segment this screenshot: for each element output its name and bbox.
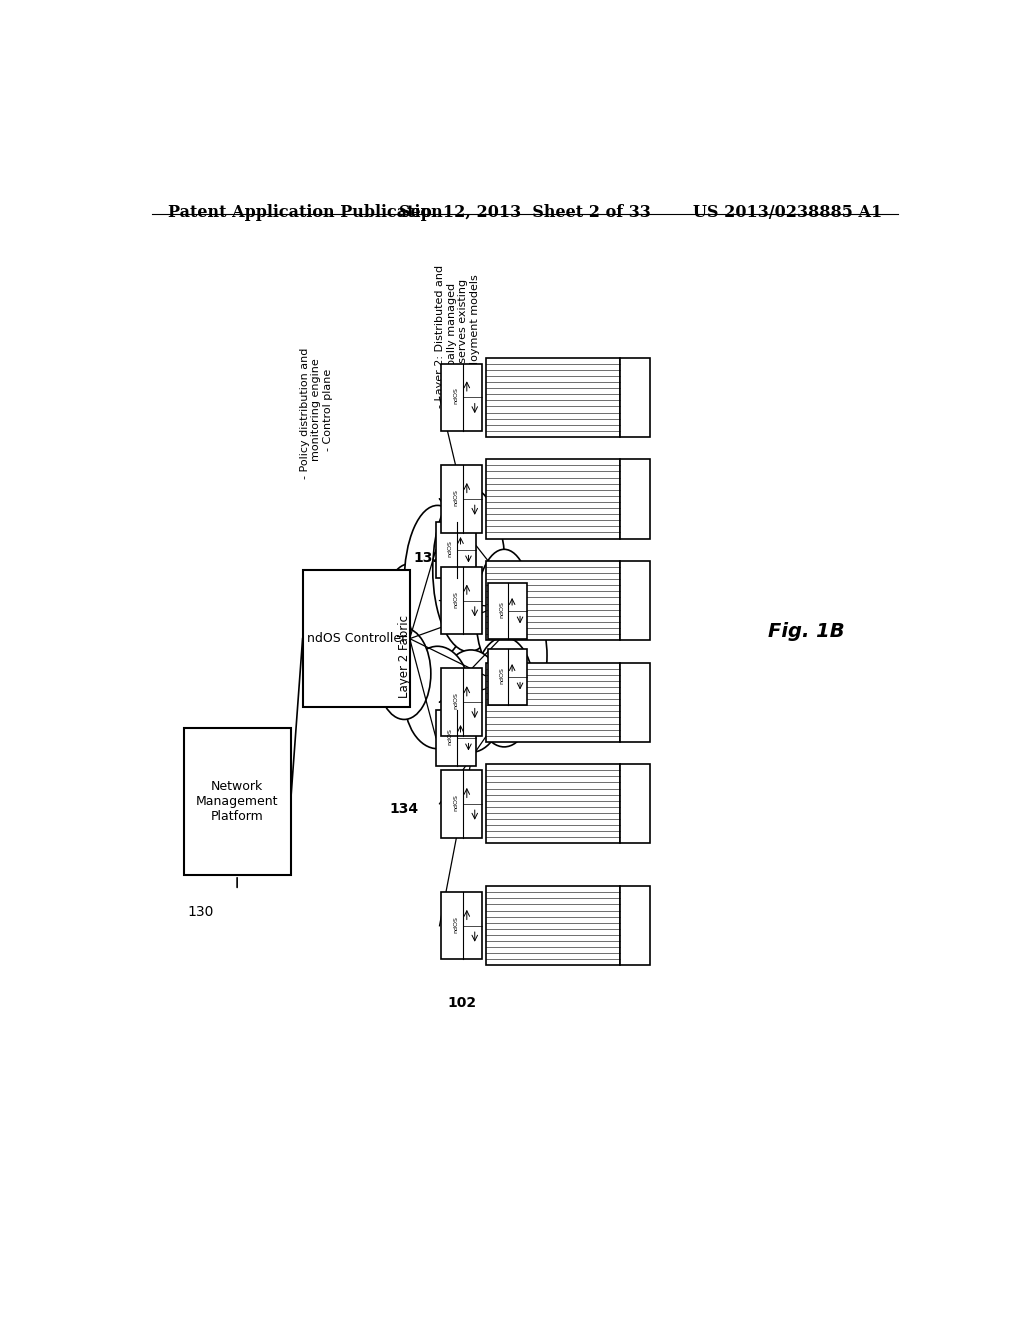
Bar: [485, 358, 621, 437]
Text: Network
Management
Platform: Network Management Platform: [196, 780, 279, 822]
Text: ndOS: ndOS: [453, 490, 458, 506]
Ellipse shape: [500, 605, 547, 706]
Text: ndOS: ndOS: [453, 388, 458, 404]
Ellipse shape: [475, 549, 532, 677]
Text: 102: 102: [447, 995, 476, 1010]
Text: 134: 134: [390, 801, 419, 816]
Text: ndOS: ndOS: [453, 916, 458, 933]
Bar: [441, 892, 482, 960]
Bar: [436, 521, 475, 578]
Ellipse shape: [437, 649, 504, 752]
Bar: [441, 770, 482, 837]
Ellipse shape: [382, 564, 435, 673]
Ellipse shape: [433, 487, 505, 652]
Bar: [485, 886, 621, 965]
Ellipse shape: [404, 647, 471, 748]
Bar: [621, 358, 650, 437]
Bar: [485, 764, 621, 843]
Text: ndOS Controller: ndOS Controller: [306, 632, 406, 645]
Text: ndOS: ndOS: [447, 540, 453, 557]
Bar: [485, 459, 621, 539]
Bar: [621, 459, 650, 539]
Text: US 2013/0238885 A1: US 2013/0238885 A1: [692, 205, 882, 222]
Bar: [441, 465, 482, 532]
Ellipse shape: [378, 628, 431, 719]
Text: - Layer 2: Distributed and
  globally managed
  - Preserves existing
    deploym: - Layer 2: Distributed and globally mana…: [435, 265, 479, 408]
Bar: [487, 649, 527, 705]
Bar: [485, 561, 621, 640]
Bar: [303, 570, 410, 708]
Bar: [485, 663, 621, 742]
Bar: [183, 727, 291, 875]
Bar: [441, 566, 482, 634]
Text: ndOS: ndOS: [453, 693, 458, 709]
Text: - Policy distribution and
  monitoring engine
  - Control plane: - Policy distribution and monitoring eng…: [300, 347, 333, 479]
Text: Layer 2 Fabric: Layer 2 Fabric: [397, 615, 411, 698]
Text: Sep. 12, 2013  Sheet 2 of 33: Sep. 12, 2013 Sheet 2 of 33: [399, 205, 650, 222]
Text: 132: 132: [414, 550, 442, 565]
Ellipse shape: [404, 506, 471, 659]
Text: ndOS: ndOS: [499, 667, 504, 684]
Ellipse shape: [474, 638, 535, 747]
Bar: [487, 582, 527, 639]
Text: Patent Application Publication: Patent Application Publication: [168, 205, 442, 222]
Text: ndOS: ndOS: [447, 729, 453, 744]
Bar: [441, 668, 482, 735]
Bar: [621, 764, 650, 843]
Bar: [436, 710, 475, 766]
Text: ndOS: ndOS: [453, 591, 458, 607]
Bar: [621, 886, 650, 965]
Bar: [441, 363, 482, 430]
Text: Fig. 1B: Fig. 1B: [768, 622, 845, 640]
Bar: [621, 663, 650, 742]
Bar: [621, 561, 650, 640]
Text: 130: 130: [187, 906, 214, 920]
Text: ndOS: ndOS: [453, 795, 458, 810]
Text: ndOS: ndOS: [499, 601, 504, 618]
